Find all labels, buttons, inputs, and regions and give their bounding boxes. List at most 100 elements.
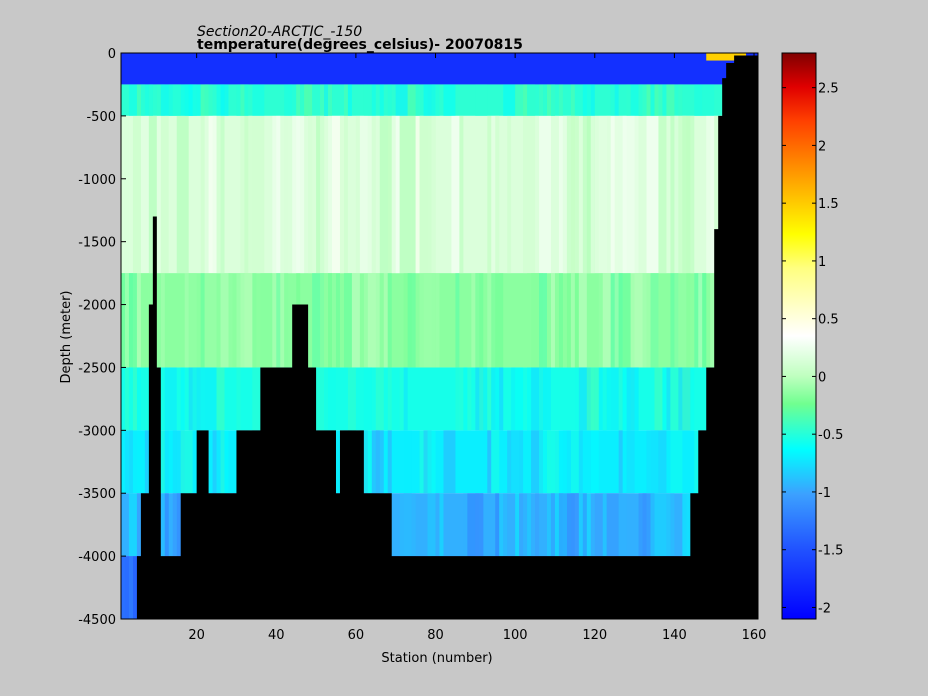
temperature-streak: [439, 493, 444, 557]
temperature-streak: [367, 273, 380, 368]
temperature-streak: [650, 430, 659, 494]
temperature-streak: [574, 115, 579, 274]
temperature-streak: [244, 273, 253, 368]
temperature-streak: [220, 273, 229, 368]
temperature-streak: [578, 273, 587, 368]
temperature-streak: [140, 84, 153, 116]
temperature-streak: [431, 273, 436, 368]
temperature-streak: [511, 367, 516, 431]
colorbar-tick-label: 1.5: [818, 197, 839, 212]
temperature-streak: [128, 430, 133, 494]
temperature-streak: [335, 273, 340, 368]
temperature-streak: [702, 273, 707, 368]
temperature-layer: [121, 367, 758, 431]
temperature-streak: [515, 493, 520, 557]
plot-frame: [120, 52, 759, 620]
temperature-streak: [503, 493, 508, 557]
temperature-streak: [387, 273, 392, 368]
temperature-streak: [164, 367, 177, 431]
temperature-streak: [204, 367, 217, 431]
temperature-streak: [630, 115, 639, 274]
temperature-streak: [523, 430, 532, 494]
temperature-streak: [539, 430, 551, 494]
temperature-streak: [427, 115, 436, 274]
temperature-streak: [610, 84, 615, 116]
temperature-streak: [642, 493, 655, 557]
temperature-streak: [168, 430, 177, 494]
temperature-streak: [618, 367, 623, 431]
temperature-streak: [590, 84, 595, 116]
temperature-streak: [387, 84, 392, 116]
temperature-streak: [252, 367, 261, 431]
temperature-streak: [499, 493, 504, 557]
temperature-streak: [479, 493, 484, 557]
temperature-streak: [332, 273, 336, 368]
temperature-streak: [296, 115, 301, 274]
x-tick-label: 160: [742, 628, 767, 643]
colorbar-tick-label: -1: [818, 486, 831, 501]
temperature-streak: [602, 273, 611, 368]
temperature-streak: [192, 84, 197, 116]
y-tick-label: -4500: [78, 613, 116, 628]
temperature-streak: [582, 493, 587, 557]
temperature-streak: [686, 273, 691, 368]
temperature-streak: [670, 430, 683, 494]
y-tick-label: -1500: [78, 236, 116, 251]
temperature-streak: [650, 84, 655, 116]
y-tick-label: -1000: [78, 173, 116, 188]
x-tick-label: 100: [503, 628, 528, 643]
temperature-streak: [308, 115, 313, 274]
temperature-streak: [371, 115, 376, 274]
temperature-streak: [320, 115, 325, 274]
temperature-streak: [132, 367, 137, 431]
temperature-streak: [622, 115, 635, 274]
temperature-streak: [495, 493, 500, 557]
temperature-streak: [598, 115, 611, 274]
temperature-streak: [415, 115, 420, 274]
temperature-streak: [363, 367, 372, 431]
temperature-streak: [495, 115, 500, 274]
temperature-streak: [296, 84, 301, 116]
temperature-streak: [463, 367, 468, 431]
temperature-streak: [491, 273, 504, 368]
temperature-streak: [332, 115, 344, 274]
temperature-streak: [558, 273, 563, 368]
temperature-streak: [626, 367, 639, 431]
temperature-streak: [535, 493, 540, 557]
temperature-streak: [670, 493, 675, 557]
temperature-streak: [240, 115, 245, 274]
temperature-streak: [487, 367, 492, 431]
temperature-streak: [328, 273, 336, 368]
temperature-streak: [144, 430, 149, 494]
temperature-streak: [578, 430, 583, 494]
colorbar-tick-label: 2.5: [818, 82, 839, 97]
temperature-streak: [176, 115, 189, 274]
temperature-streak: [172, 430, 177, 494]
temperature-streak: [702, 84, 715, 116]
temperature-streak: [351, 273, 360, 368]
colorbar-gradient: [781, 52, 817, 620]
temperature-streak: [363, 84, 368, 116]
temperature-streak: [459, 115, 464, 274]
temperature-streak: [176, 493, 181, 557]
temperature-streak: [543, 367, 547, 431]
temperature-streak: [343, 273, 352, 368]
temperature-streak: [427, 493, 440, 557]
temperature-streak: [606, 493, 619, 557]
temperature-streak: [487, 430, 492, 494]
temperature-streak: [387, 367, 392, 431]
temperature-streak: [666, 84, 675, 116]
temperature-streak: [443, 430, 456, 494]
temperature-streak: [475, 84, 488, 116]
temperature-streak: [160, 84, 173, 116]
temperature-streak: [686, 493, 691, 557]
temperature-streak: [614, 115, 619, 274]
temperature-streak: [499, 367, 504, 431]
temperature-streak: [395, 84, 408, 116]
temperature-streak: [427, 84, 436, 116]
temperature-streak: [543, 84, 547, 116]
temperature-streak: [136, 430, 145, 494]
temperature-streak: [244, 115, 249, 274]
colorbar-tick-label: -0.5: [818, 428, 843, 443]
